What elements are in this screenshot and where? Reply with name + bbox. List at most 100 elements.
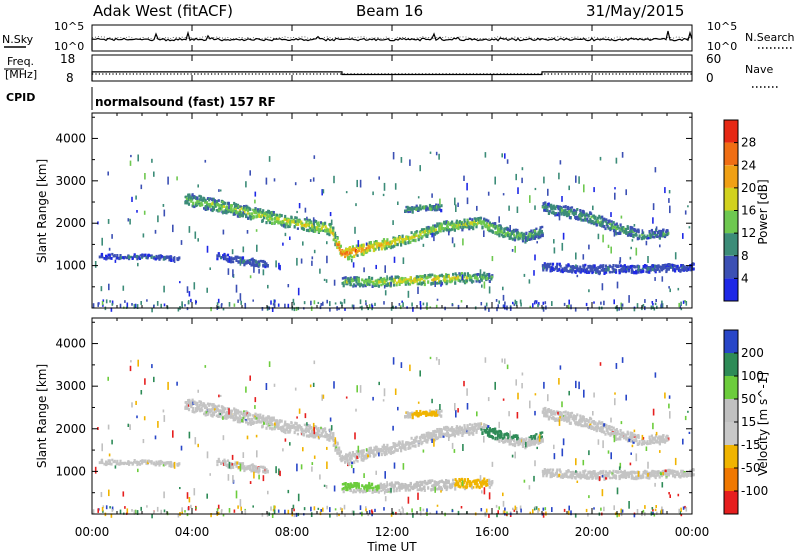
velocity-echo-cell xyxy=(596,422,600,425)
power-echo-cell xyxy=(370,244,373,249)
power-echo-cell xyxy=(466,182,468,191)
velocity-echo-cell xyxy=(578,419,581,424)
velocity-echo-cell xyxy=(332,435,335,438)
power-echo-cell xyxy=(165,256,168,259)
power-echo-cell xyxy=(170,255,173,259)
velocity-echo-cell xyxy=(486,430,489,435)
velocity-echo-cell xyxy=(660,435,663,439)
power-echo-cell xyxy=(437,203,440,208)
power-echo-cell xyxy=(310,300,312,306)
velocity-echo-cell xyxy=(469,480,472,483)
power-echo-cell xyxy=(669,288,671,293)
velocity-echo-cell xyxy=(380,449,383,453)
power-echo-cell xyxy=(554,266,557,269)
power-echo-cell xyxy=(665,230,668,234)
velocity-echo-cell xyxy=(462,428,465,433)
velocity-echo-cell xyxy=(410,436,413,440)
power-echo-cell xyxy=(529,235,532,239)
velocity-echo-cell xyxy=(439,486,442,491)
power-echo-cell xyxy=(154,257,157,261)
velocity-echo-cell xyxy=(251,465,255,470)
power-echo-cell xyxy=(383,247,387,251)
power-echo-cell xyxy=(382,238,386,241)
velocity-echo-cell xyxy=(296,432,299,436)
power-echo-cell xyxy=(533,236,537,240)
power-echo-cell xyxy=(400,157,403,163)
velocity-echo-cell xyxy=(560,412,563,416)
power-echo-cell xyxy=(610,212,612,217)
power-echo-cell xyxy=(210,204,213,207)
velocity-echo-cell xyxy=(410,486,413,490)
power-echo-cell xyxy=(566,205,570,210)
velocity-echo-cell xyxy=(440,409,443,413)
power-echo-cell xyxy=(487,191,490,196)
power-echo-cell xyxy=(470,275,473,280)
velocity-echo-cell xyxy=(438,427,441,432)
velocity-echo-cell xyxy=(454,487,457,491)
velocity-echo-cell xyxy=(205,406,208,409)
power-echo-cell xyxy=(134,303,137,308)
power-echo-cell xyxy=(222,229,225,235)
velocity-echo-cell xyxy=(444,432,447,437)
velocity-echo-cell xyxy=(461,433,464,437)
power-echo-cell xyxy=(541,233,544,238)
velocity-echo-cell xyxy=(304,428,307,431)
velocity-echo-cell xyxy=(277,426,280,430)
velocity-echo-cell xyxy=(357,451,361,456)
power-echo-cell xyxy=(363,267,365,273)
power-echo-cell xyxy=(306,223,309,227)
power-echo-cell xyxy=(155,254,158,259)
velocity-echo-cell xyxy=(271,427,274,431)
velocity-echo-cell xyxy=(604,470,608,474)
power-echo-cell xyxy=(452,222,455,226)
power-echo-cell xyxy=(326,255,328,264)
power-echo-cell xyxy=(138,257,142,260)
velocity-echo-cell xyxy=(308,426,311,430)
velocity-echo-cell xyxy=(356,460,359,463)
velocity-echo-cell xyxy=(221,461,224,465)
power-echo-cell xyxy=(643,234,646,238)
power-echo-cell xyxy=(199,203,202,207)
velocity-echo-cell xyxy=(356,455,359,459)
power-echo-cell xyxy=(248,212,251,216)
power-echo-cell xyxy=(598,214,601,219)
power-echo-cell xyxy=(633,227,636,231)
power-echo-cell xyxy=(450,279,454,283)
power-echo-cell xyxy=(289,219,292,222)
power-echo-cell xyxy=(620,302,622,307)
power-echo-cell xyxy=(605,221,608,225)
velocity-echo-cell xyxy=(640,476,643,480)
power-echo-cell xyxy=(427,230,430,233)
power-echo-cell xyxy=(309,179,312,182)
velocity-echo-cell xyxy=(396,448,399,452)
velocity-echo-cell xyxy=(240,412,243,416)
power-echo-cell xyxy=(631,226,634,230)
power-echo-cell xyxy=(479,219,482,222)
velocity-echo-cell xyxy=(629,470,632,475)
power-echo-cell xyxy=(273,216,277,220)
power-echo-cell xyxy=(313,155,316,159)
power-echo-cell xyxy=(300,221,303,226)
power-echo-cell xyxy=(620,215,623,219)
power-echo-cell xyxy=(98,255,101,259)
velocity-echo-cell xyxy=(371,482,374,486)
power-echo-cell xyxy=(576,274,579,278)
power-echo-cell xyxy=(545,205,548,209)
power-echo-cell xyxy=(628,295,630,303)
velocity-echo-cell xyxy=(470,481,473,485)
power-echo-cell xyxy=(362,245,365,248)
velocity-echo-cell xyxy=(473,479,476,483)
velocity-echo-cell xyxy=(554,471,557,475)
power-echo-cell xyxy=(232,260,235,264)
velocity-echo-cell xyxy=(305,426,308,430)
power-echo-cell xyxy=(478,221,481,225)
power-echo-cell xyxy=(630,234,633,237)
power-echo-cell xyxy=(311,256,314,260)
velocity-echo-cell xyxy=(478,426,481,430)
power-echo-cell xyxy=(530,237,533,241)
power-echo-cell xyxy=(368,304,371,308)
power-echo-cell xyxy=(275,260,277,268)
velocity-echo-cell xyxy=(507,436,510,441)
power-echo-cell xyxy=(619,264,622,268)
velocity-echo-cell xyxy=(498,439,501,443)
